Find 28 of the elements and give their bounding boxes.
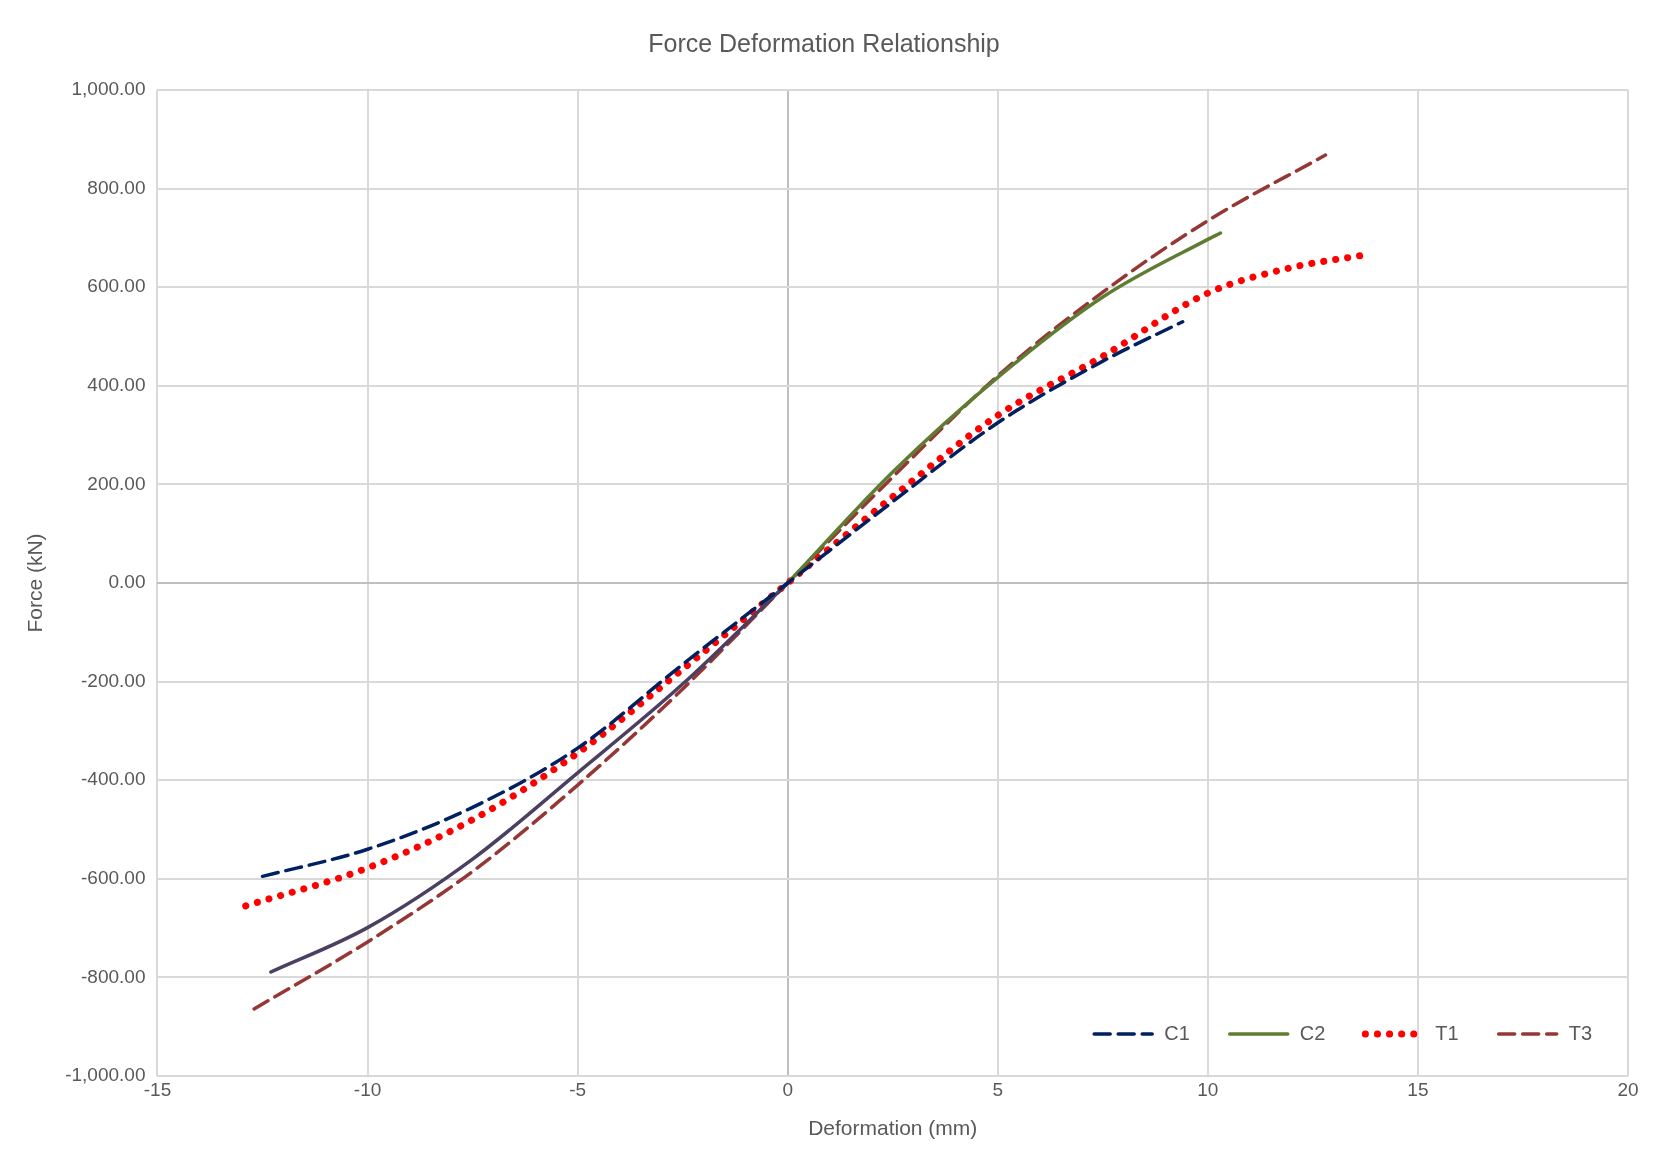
x-axis-title: Deformation (mm) — [808, 1116, 978, 1140]
y-tick-label: -800.00 — [81, 965, 146, 987]
x-tick-label: 5 — [992, 1078, 1004, 1100]
x-tick-label: 10 — [1197, 1078, 1219, 1100]
x-tick-label: 0 — [782, 1078, 793, 1100]
y-tick-label: 1,000.00 — [71, 78, 146, 100]
line-series — [252, 153, 1328, 1011]
y-tick-label: -400.00 — [81, 768, 146, 790]
legend-label: C1 — [1164, 1021, 1190, 1044]
legend-label: C2 — [1299, 1021, 1326, 1044]
y-tick-label: 0.00 — [108, 571, 146, 593]
x-tick-label: -5 — [569, 1078, 587, 1100]
y-tick-label: 600.00 — [87, 275, 146, 297]
x-tick-label: 20 — [1617, 1078, 1639, 1100]
y-axis-title: Force (kN) — [23, 533, 47, 633]
y-tick-label: 400.00 — [87, 374, 146, 396]
x-tick-label: -15 — [143, 1078, 172, 1100]
legend-label: T3 — [1568, 1021, 1592, 1044]
y-tick-label: 800.00 — [87, 176, 146, 198]
y-tick-label: 200.00 — [87, 472, 146, 494]
legend-label: T1 — [1435, 1021, 1459, 1044]
x-tick-label: 15 — [1407, 1078, 1429, 1100]
x-tick-label: -10 — [353, 1078, 382, 1100]
chart-title: Force Deformation Relationship — [648, 28, 1000, 57]
y-tick-label: -1,000.00 — [65, 1064, 146, 1086]
y-tick-label: -200.00 — [81, 669, 146, 691]
line-series — [260, 319, 1185, 879]
y-tick-label: -600.00 — [81, 867, 146, 889]
